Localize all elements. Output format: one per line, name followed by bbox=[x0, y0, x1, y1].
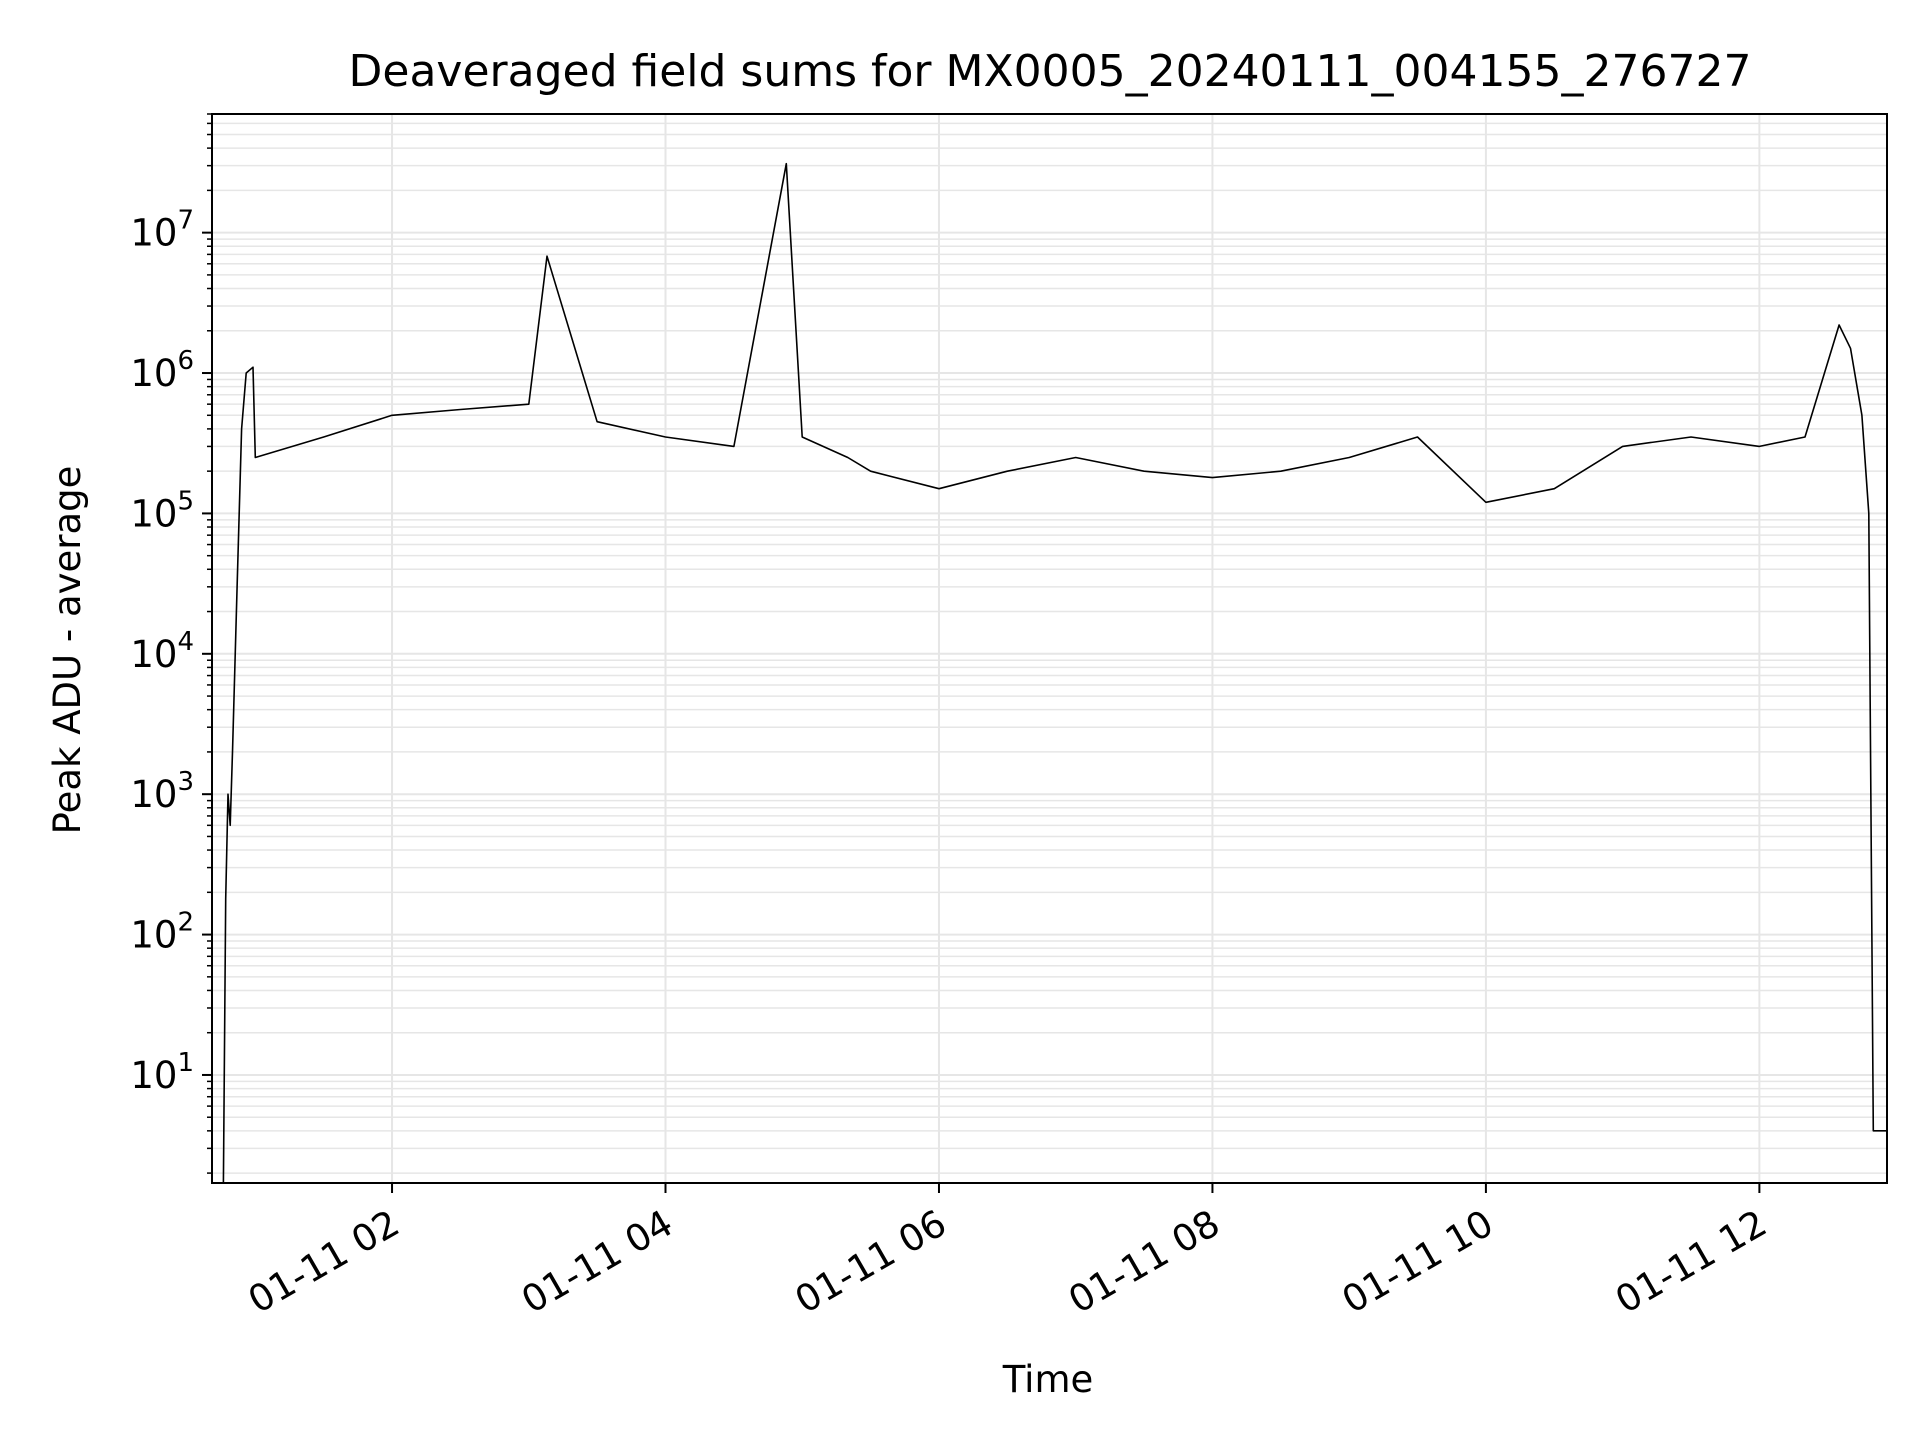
grid bbox=[212, 113, 1887, 1183]
y-axis-ticks: 101 102 103 104 105 106 107 bbox=[130, 113, 212, 1174]
series-line bbox=[222, 162, 1887, 1184]
y-tick-label: 103 bbox=[130, 767, 194, 816]
y-tick-label: 106 bbox=[130, 346, 194, 395]
series-layer bbox=[222, 162, 1887, 1184]
plot-frame bbox=[211, 113, 1888, 1184]
y-tick-label: 107 bbox=[130, 206, 194, 255]
x-axis-label: Time bbox=[1002, 1358, 1094, 1401]
y-axis-label: Peak ADU - average bbox=[46, 466, 89, 835]
y-tick-label: 105 bbox=[130, 486, 194, 535]
y-tick-label: 102 bbox=[130, 908, 194, 957]
y-tick-label: 101 bbox=[130, 1048, 194, 1097]
y-tick-label: 104 bbox=[130, 627, 194, 676]
chart-title: Deaveraged field sums for MX0005_2024011… bbox=[349, 46, 1752, 97]
